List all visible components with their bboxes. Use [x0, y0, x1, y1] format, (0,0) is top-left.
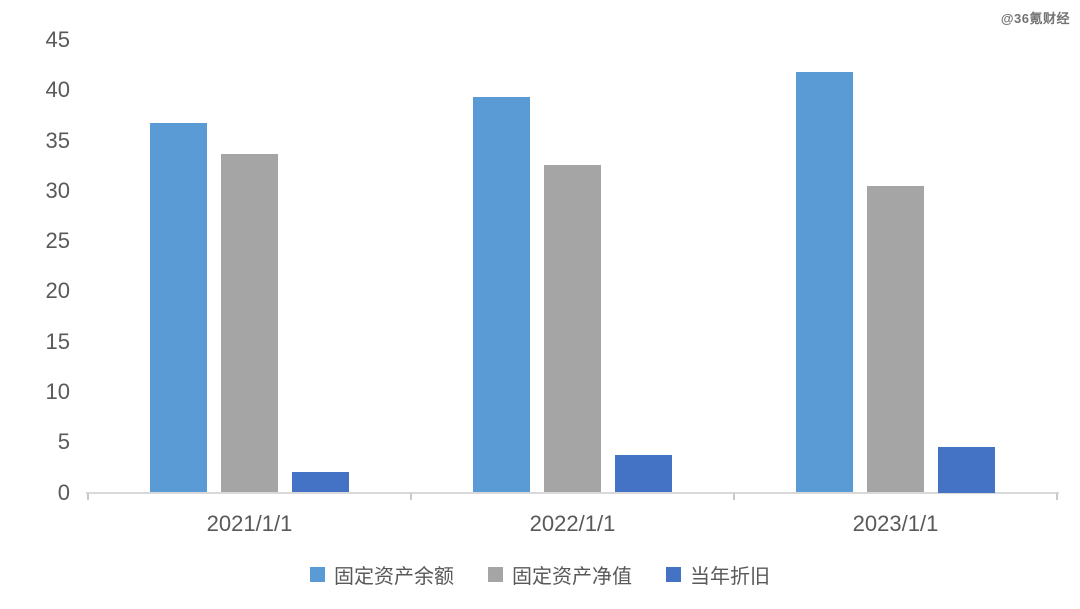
y-axis-tick-label: 0: [57, 479, 70, 505]
legend-swatch-icon: [310, 567, 325, 582]
x-axis-category-label: 2022/1/1: [529, 511, 616, 536]
bar-2023/1/1-series-1: [866, 185, 924, 493]
x-axis-tick: [1056, 493, 1058, 500]
legend-label: 当年折旧: [690, 566, 770, 588]
bar-2022/1/1-series-0: [472, 97, 530, 493]
y-axis-tick-label: 45: [45, 27, 70, 52]
y-axis-tick-label: 25: [45, 228, 70, 254]
y-axis-tick-label: 30: [45, 177, 70, 203]
y-axis-tick-label: 15: [45, 328, 70, 354]
bar-2023/1/1-series-2: [937, 447, 995, 493]
x-axis-tick: [733, 493, 735, 500]
y-axis-tick-label: 20: [45, 278, 70, 304]
legend-swatch-icon: [666, 567, 681, 582]
y-axis-tick-label: 35: [45, 127, 70, 153]
legend: 固定资产余额 固定资产净值 当年折旧: [0, 560, 1080, 589]
legend-label: 固定资产余额: [334, 566, 454, 588]
legend-item-2: 当年折旧: [666, 560, 770, 589]
bar-2022/1/1-series-2: [614, 455, 672, 493]
bar-2021/1/1-series-2: [291, 472, 349, 493]
y-axis-tick-label: 10: [45, 378, 70, 404]
watermark: @36氪财经: [1000, 11, 1070, 26]
bar-2021/1/1-series-0: [149, 123, 207, 493]
x-axis-category-label: 2021/1/1: [206, 511, 293, 536]
bar-2021/1/1-series-1: [220, 153, 278, 493]
bar-2023/1/1-series-0: [795, 72, 853, 493]
y-axis-tick-label: 40: [45, 77, 70, 103]
legend-swatch-icon: [488, 567, 503, 582]
x-axis-tick: [410, 493, 412, 500]
bar-2022/1/1-series-1: [543, 164, 601, 493]
x-axis-line: [86, 491, 1059, 494]
legend-item-1: 固定资产净值: [488, 560, 632, 589]
legend-label: 固定资产净值: [512, 566, 632, 588]
x-axis-category-label: 2023/1/1: [852, 511, 939, 536]
x-axis-tick: [87, 493, 89, 500]
y-axis-tick-label: 5: [57, 429, 70, 455]
legend-item-0: 固定资产余额: [310, 560, 454, 589]
